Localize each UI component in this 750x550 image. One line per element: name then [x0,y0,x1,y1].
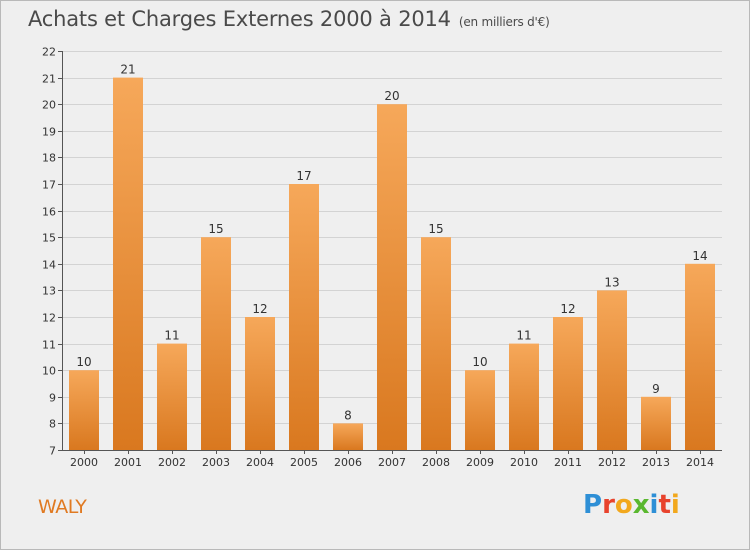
y-tick-label: 13 [42,285,56,298]
bar-2000 [69,370,99,450]
y-tick-label: 14 [42,259,56,272]
x-tick-label: 2014 [686,456,714,469]
x-tick-label: 2013 [642,456,670,469]
x-tick-label: 2004 [246,456,274,469]
bar-2013 [641,396,671,450]
bar-value-label: 9 [652,382,660,396]
y-tick-label: 7 [49,445,56,458]
brand-letter: P [583,490,603,520]
bar-value-label: 17 [296,169,311,183]
x-tick-label: 2010 [510,456,538,469]
brand-letter: i [670,490,680,520]
bars: 10 21 11 15 12 17 8 20 15 10 11 12 13 9 14 [69,63,715,450]
x-tick-label: 2011 [554,456,582,469]
brand-logo: Proxiti [583,490,680,520]
y-tick-label: 21 [42,73,56,86]
x-tick-label: 2007 [378,456,406,469]
brand-letter: o [614,490,633,520]
bar-value-label: 21 [120,63,135,77]
bar-2002 [157,343,187,450]
y-tick-label: 22 [42,46,56,59]
bar-2010 [509,343,539,450]
y-tick-label: 11 [42,339,56,352]
y-tick-label: 9 [49,392,56,405]
x-tick-label: 2006 [334,456,362,469]
bar-2008 [421,237,451,450]
bar-2005 [289,184,319,450]
bar-value-label: 12 [252,302,267,316]
place-name: WALY [38,496,87,518]
bar-value-label: 12 [560,302,575,316]
bar-2011 [553,317,583,450]
brand-letter: x [632,490,650,520]
x-tick-label: 2001 [114,456,142,469]
bar-value-label: 20 [384,89,399,103]
bar-value-label: 14 [692,249,707,263]
bar-value-label: 10 [472,355,487,369]
y-tick-label: 10 [42,365,56,378]
bar-2004 [245,317,275,450]
bar-value-label: 11 [164,329,179,343]
chart-title: Achats et Charges Externes 2000 à 2014 (e… [28,7,550,31]
y-tick-label: 15 [42,232,56,245]
x-tick-label: 2002 [158,456,186,469]
brand-letter: t [658,490,671,520]
brand-letter: r [602,490,615,520]
bar-2012 [597,290,627,450]
axes: 7 8 9 10 11 12 13 14 15 16 17 18 19 20 21 22 2000 2001 200… [42,46,722,469]
y-tick-label: 16 [42,206,56,219]
y-tick-label: 20 [42,99,56,112]
bar-value-label: 11 [516,329,531,343]
x-tick-label: 2008 [422,456,450,469]
chart-subtitle: (en milliers d'€) [458,15,550,29]
bar-2009 [465,370,495,450]
bar-value-label: 10 [76,355,91,369]
bar-value-label: 15 [428,222,443,236]
brand-letter: i [649,490,659,520]
x-tick-label: 2012 [598,456,626,469]
x-tick-label: 2009 [466,456,494,469]
y-tick-label: 8 [49,418,56,431]
x-tick-label: 2000 [70,456,98,469]
y-tick-label: 19 [42,126,56,139]
y-tick-label: 17 [42,179,56,192]
bar-value-label: 8 [344,408,352,422]
x-tick-label: 2003 [202,456,230,469]
bar-2014 [685,263,715,450]
x-tick-label: 2005 [290,456,318,469]
bar-2007 [377,104,407,450]
bar-2006 [333,423,363,450]
bar-2001 [113,77,143,450]
y-tick-label: 12 [42,312,56,325]
bar-value-label: 15 [208,222,223,236]
chart-title-text: Achats et Charges Externes 2000 à 2014 [28,7,451,31]
y-tick-label: 18 [42,152,56,165]
bar-2003 [201,237,231,450]
bar-value-label: 13 [604,275,619,289]
